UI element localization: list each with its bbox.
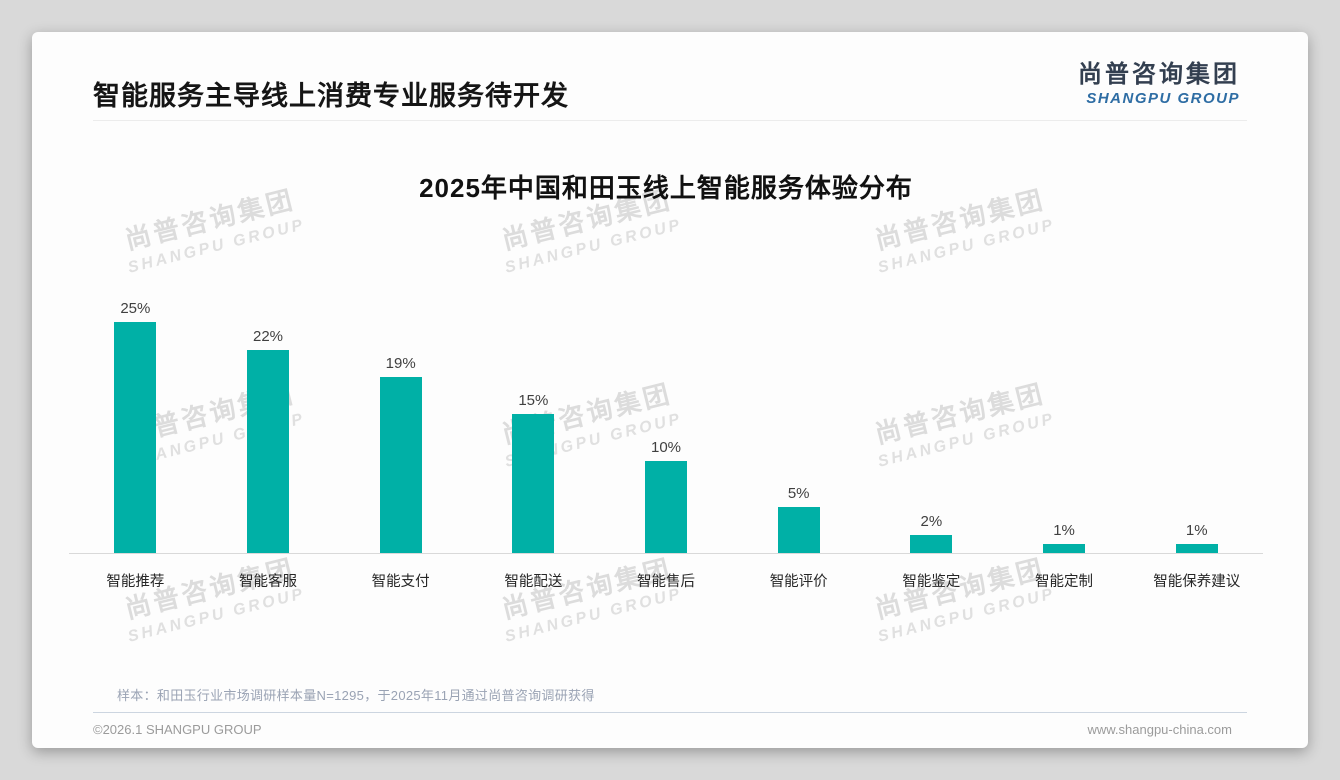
brand-logo-chinese: 尚普咨询集团 (1078, 61, 1240, 88)
category-label: 智能支付 (371, 574, 430, 590)
title-divider (93, 120, 1247, 121)
category-label: 智能客服 (239, 574, 297, 590)
category-label: 智能推荐 (106, 574, 165, 590)
bar (114, 322, 157, 553)
bar-column-6: 5% (732, 485, 865, 553)
category-label: 智能配送 (504, 574, 563, 590)
slide-content: 智能服务主导线上消费专业服务待开发 尚普咨询集团 SHANGPU GROUP 2… (32, 32, 1308, 748)
bar-column-7: 2% (865, 513, 998, 553)
footer-website: www.shangpu-china.com (1087, 722, 1232, 737)
bar (1175, 543, 1218, 553)
bar (910, 534, 953, 553)
bar-chart-plot: 25% 22% 19% 15% 10% 5% 2% 1% 1% (69, 290, 1263, 553)
page-title: 智能服务主导线上消费专业服务待开发 (93, 81, 569, 111)
bar (512, 414, 555, 553)
bar-value-label: 19% (385, 355, 416, 373)
bar (777, 506, 820, 553)
bar-column-2: 22% (202, 328, 335, 553)
bar-column-5: 10% (600, 439, 733, 553)
bar-value-label: 1% (1185, 521, 1208, 539)
bar (645, 460, 688, 553)
bar (247, 349, 289, 553)
bar-value-label: 5% (787, 484, 810, 502)
category-label: 智能保养建议 (1153, 574, 1241, 590)
bar-value-label: 25% (120, 300, 151, 317)
category-label: 智能评价 (769, 574, 828, 590)
bar-column-3: 19% (334, 355, 467, 553)
slide-card: 尚普咨询集团 SHANGPU GROUP 尚普咨询集团 SHANGPU GROUP 尚普… (32, 32, 1308, 748)
bar-value-label: 22% (252, 327, 284, 345)
footer: ©2026.1 SHANGPU GROUP www.shangpu-china.… (93, 722, 1232, 737)
x-axis-line (69, 553, 1263, 554)
sample-note: 样本：和田玉行业市场调研样本量N=1295，于2025年11月通过尚普咨询调研获… (117, 688, 595, 703)
bar-value-label: 15% (518, 392, 549, 410)
brand-logo-english: SHANGPU GROUP (1086, 90, 1240, 107)
bar-value-label: 1% (1053, 521, 1075, 539)
bar (1043, 543, 1086, 553)
bar-column-9: 1% (1130, 522, 1263, 553)
bar-column-8: 1% (998, 522, 1131, 553)
footer-copyright: ©2026.1 SHANGPU GROUP (93, 722, 262, 737)
bar-value-label: 10% (651, 438, 682, 456)
category-label: 智能定制 (1035, 574, 1094, 590)
bar-column-4: 15% (467, 392, 600, 553)
chart-title: 2025年中国和田玉线上智能服务体验分布 (419, 173, 913, 203)
brand-logo: 尚普咨询集团 SHANGPU GROUP (1078, 54, 1240, 107)
category-label: 智能售后 (637, 574, 696, 590)
bar-column-1: 25% (69, 300, 202, 553)
category-label: 智能鉴定 (902, 574, 961, 590)
x-axis-labels: 智能推荐 智能客服 智能支付 智能配送 智能售后 智能评价 智能鉴定 智能定制 智能保养建议 (69, 570, 1263, 591)
footer-divider (93, 712, 1247, 713)
bar-value-label: 2% (920, 512, 943, 530)
bar (379, 377, 422, 553)
